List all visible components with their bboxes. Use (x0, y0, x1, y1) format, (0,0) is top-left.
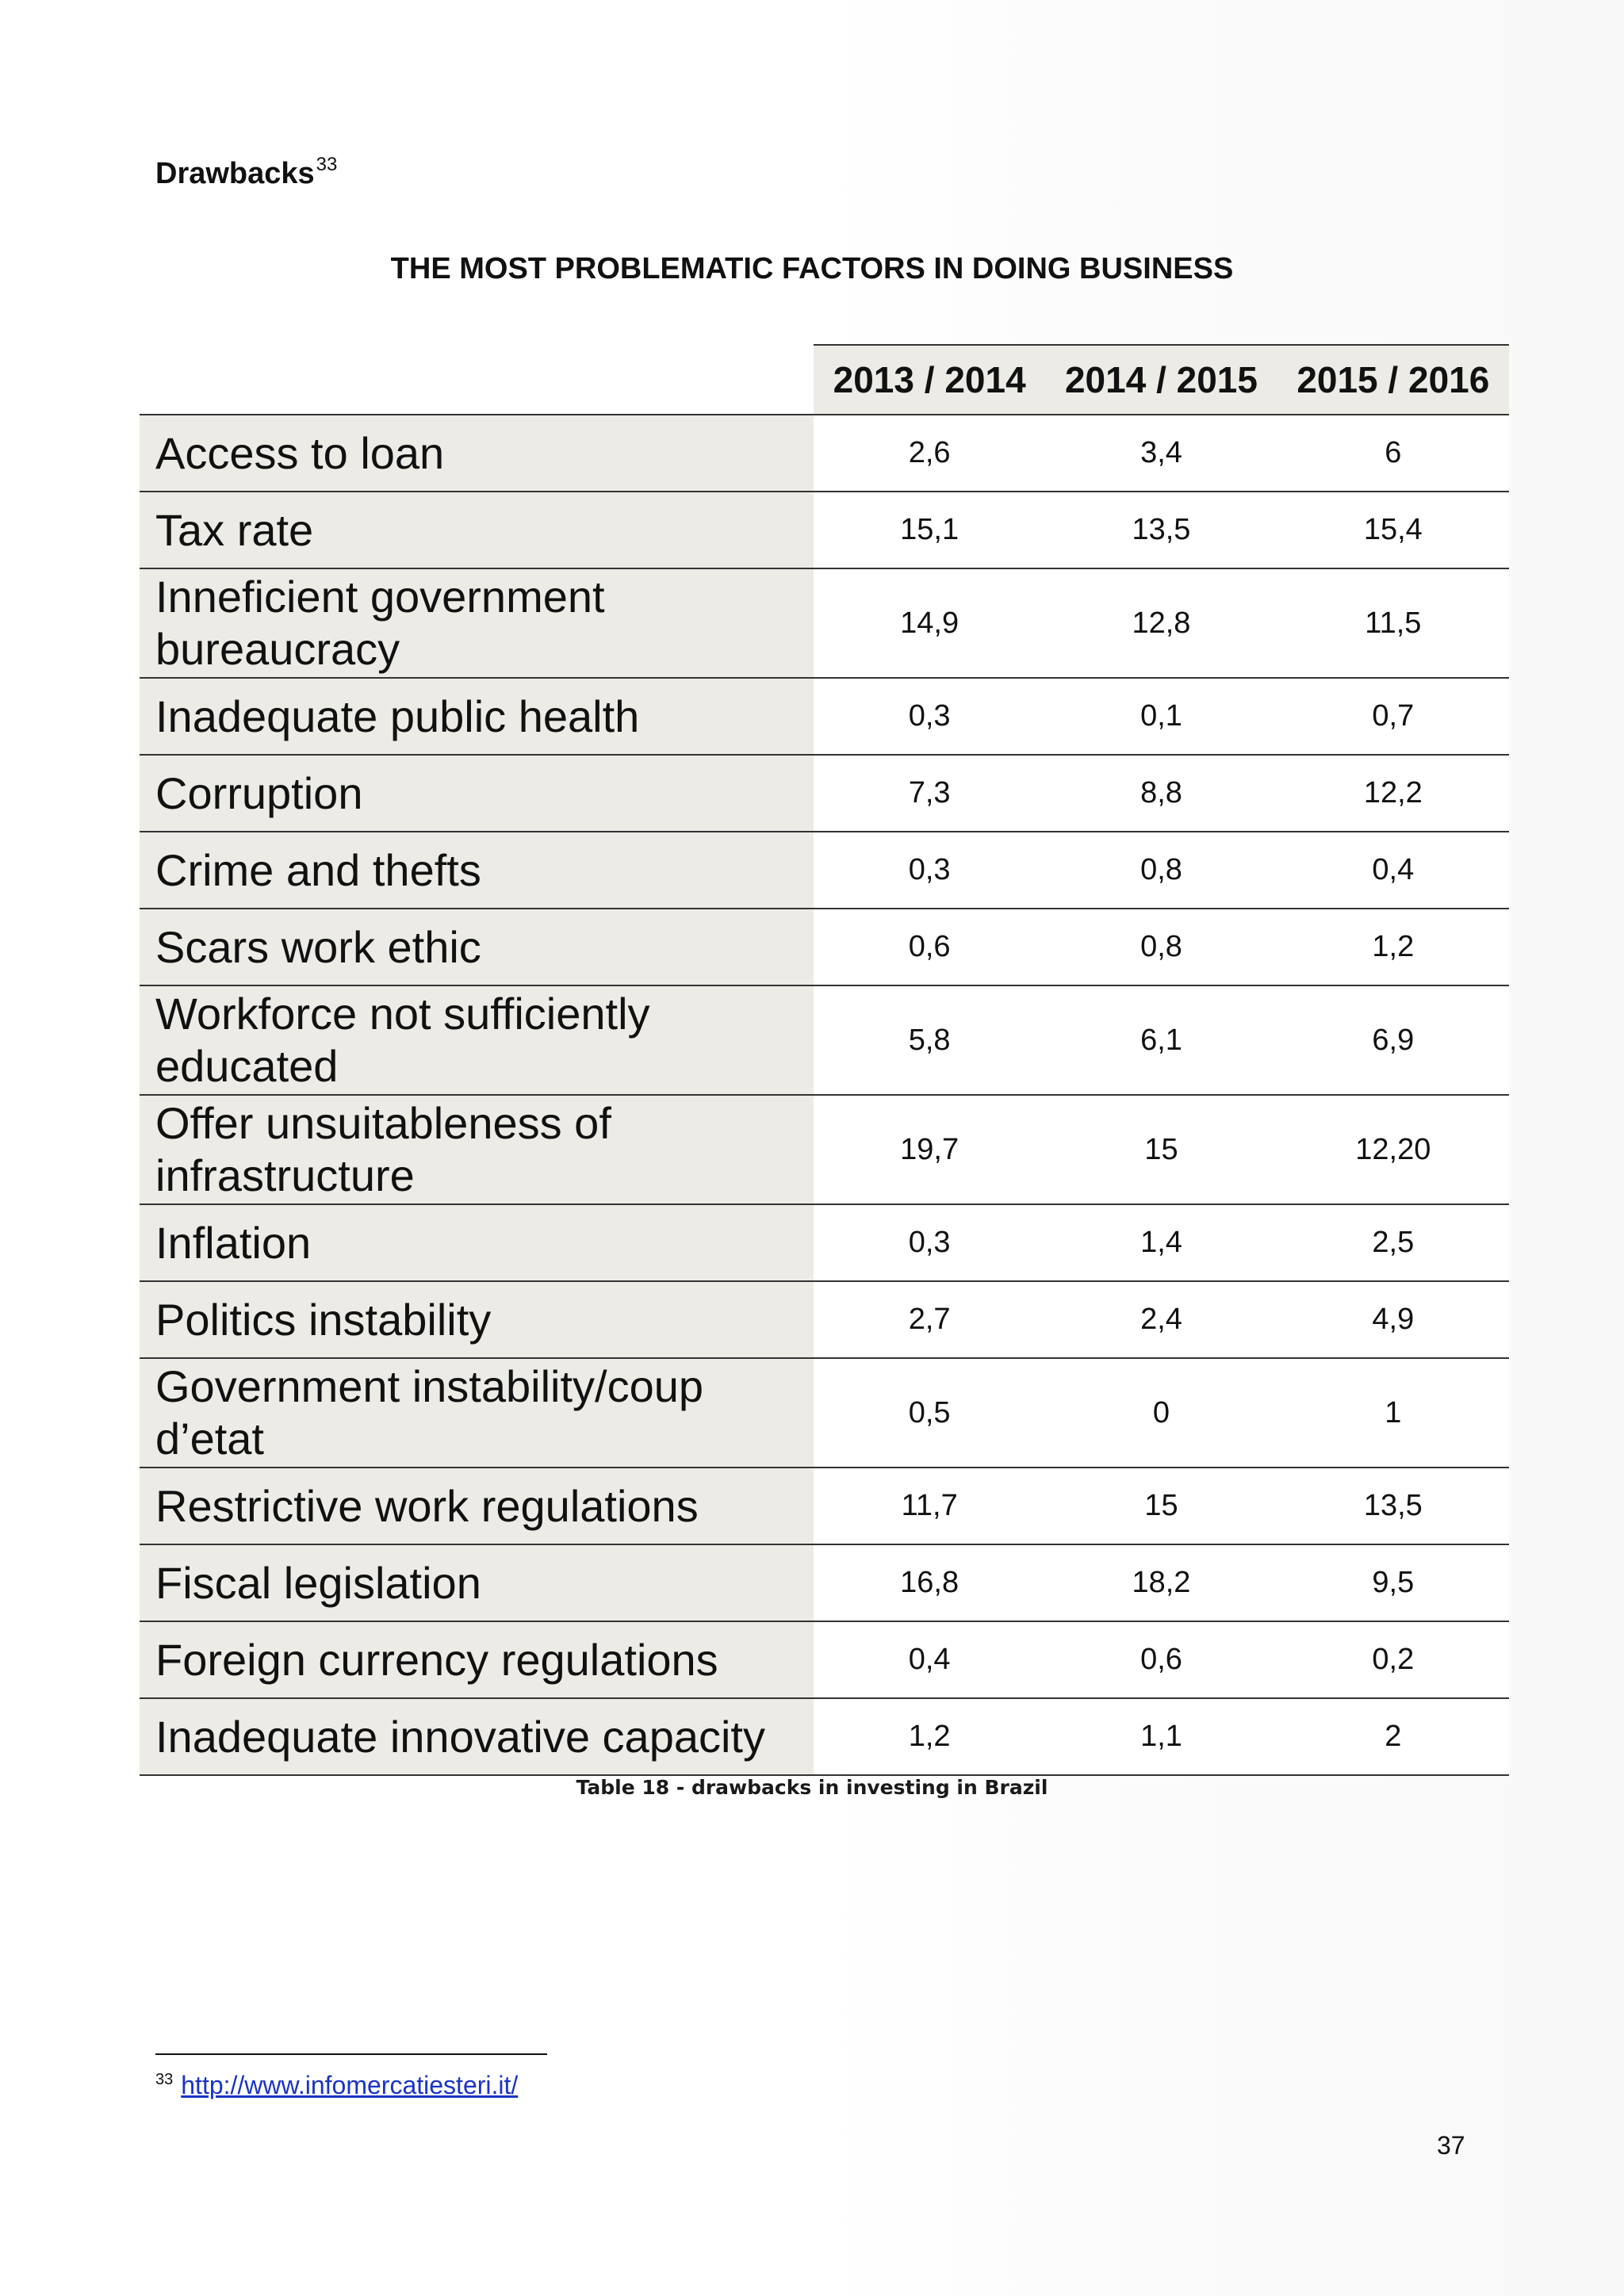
value-cell: 1,4 (1045, 1204, 1277, 1282)
row-label: Offer unsuitableness of infrastructure (140, 1095, 814, 1205)
value-cell: 12,20 (1277, 1095, 1509, 1205)
header-blank-cell (140, 345, 814, 415)
footnote: 33 http://www.infomercatiesteri.it/ (155, 2069, 518, 2101)
footnote-link[interactable]: http://www.infomercatiesteri.it/ (181, 2071, 519, 2099)
value-cell: 2,7 (813, 1281, 1046, 1359)
row-label: Corruption (140, 755, 814, 832)
value-cell: 0,4 (1277, 832, 1509, 909)
table-row: Corruption 7,3 8,8 12,2 (140, 755, 1509, 832)
value-cell: 0,3 (813, 678, 1046, 756)
table-row: Inadequate innovative capacity 1,2 1,1 2 (140, 1698, 1509, 1776)
value-cell: 2,5 (1277, 1204, 1509, 1282)
value-cell: 1 (1277, 1358, 1509, 1468)
value-cell: 13,5 (1045, 492, 1277, 569)
value-cell: 13,5 (1277, 1468, 1509, 1545)
value-cell: 15 (1045, 1095, 1277, 1205)
row-label: Inneficient government bureaucracy (140, 568, 814, 679)
column-header: 2015 / 2016 (1277, 344, 1509, 415)
value-cell: 12,8 (1045, 568, 1277, 679)
table-row: Politics instability 2,7 2,4 4,9 (140, 1281, 1509, 1359)
table-row: Offer unsuitableness of infrastructure 1… (140, 1095, 1509, 1205)
footnote-reference[interactable]: 33 (316, 154, 338, 175)
section-heading-text: Drawbacks (155, 157, 315, 190)
row-label: Workforce not sufficiently educated (140, 985, 814, 1096)
value-cell: 0,6 (813, 909, 1046, 986)
value-cell: 14,9 (813, 568, 1046, 679)
header-row: 2013 / 2014 2014 / 2015 2015 / 2016 (140, 344, 1509, 415)
row-label: Politics instability (140, 1281, 814, 1359)
row-label: Inadequate public health (140, 678, 814, 756)
table-row: Inflation 0,3 1,4 2,5 (140, 1204, 1509, 1282)
table-row: Foreign currency regulations 0,4 0,6 0,2 (140, 1621, 1509, 1699)
value-cell: 16,8 (813, 1544, 1046, 1622)
row-label: Scars work ethic (140, 909, 814, 986)
value-cell: 4,9 (1277, 1281, 1509, 1359)
row-label: Access to loan (140, 415, 814, 492)
value-cell: 0,7 (1277, 678, 1509, 756)
section-heading: Drawbacks33 (155, 155, 337, 192)
value-cell: 0,2 (1277, 1621, 1509, 1699)
value-cell: 1,2 (813, 1698, 1046, 1776)
value-cell: 1,1 (1045, 1698, 1277, 1776)
page-number: 37 (1437, 2131, 1465, 2160)
table-row: Workforce not sufficiently educated 5,8 … (140, 985, 1509, 1096)
row-label: Tax rate (140, 492, 814, 569)
table-row: Inadequate public health 0,3 0,1 0,7 (140, 678, 1509, 756)
value-cell: 0,3 (813, 832, 1046, 909)
footnote-separator (155, 2053, 547, 2055)
table-header: 2013 / 2014 2014 / 2015 2015 / 2016 (140, 344, 1509, 415)
table-title: THE MOST PROBLEMATIC FACTORS IN DOING BU… (390, 252, 1234, 285)
value-cell: 5,8 (813, 985, 1046, 1096)
value-cell: 15 (1045, 1468, 1277, 1545)
row-label: Inadequate innovative capacity (140, 1698, 814, 1776)
value-cell: 0,6 (1045, 1621, 1277, 1699)
value-cell: 6,1 (1045, 985, 1277, 1096)
value-cell: 12,2 (1277, 755, 1509, 832)
value-cell: 0 (1045, 1358, 1277, 1468)
table-caption: Table 18 - drawbacks in investing in Bra… (576, 1776, 1048, 1799)
value-cell: 6 (1277, 415, 1509, 492)
value-cell: 2 (1277, 1698, 1509, 1776)
table-row: Scars work ethic 0,6 0,8 1,2 (140, 909, 1509, 986)
row-label: Fiscal legislation (140, 1544, 814, 1622)
value-cell: 0,8 (1045, 832, 1277, 909)
footnote-number: 33 (155, 2071, 174, 2088)
column-header: 2013 / 2014 (813, 344, 1046, 415)
value-cell: 9,5 (1277, 1544, 1509, 1622)
value-cell: 0,5 (813, 1358, 1046, 1468)
table-row: Tax rate 15,1 13,5 15,4 (140, 492, 1509, 569)
value-cell: 3,4 (1045, 415, 1277, 492)
value-cell: 0,8 (1045, 909, 1277, 986)
value-cell: 18,2 (1045, 1544, 1277, 1622)
table-row: Inneficient government bureaucracy 14,9 … (140, 568, 1509, 679)
value-cell: 2,6 (813, 415, 1046, 492)
value-cell: 6,9 (1277, 985, 1509, 1096)
value-cell: 1,2 (1277, 909, 1509, 986)
table-body: Access to loan 2,6 3,4 6 Tax rate 15,1 1… (140, 415, 1509, 1776)
value-cell: 7,3 (813, 755, 1046, 832)
value-cell: 0,4 (813, 1621, 1046, 1699)
row-label: Restrictive work regulations (140, 1468, 814, 1545)
table-row: Government instability/coup d’etat 0,5 0… (140, 1358, 1509, 1468)
value-cell: 19,7 (813, 1095, 1046, 1205)
table-row: Fiscal legislation 16,8 18,2 9,5 (140, 1544, 1509, 1622)
table-row: Restrictive work regulations 11,7 15 13,… (140, 1468, 1509, 1545)
column-header: 2014 / 2015 (1045, 344, 1277, 415)
row-label: Crime and thefts (140, 832, 814, 909)
value-cell: 8,8 (1045, 755, 1277, 832)
table-row: Crime and thefts 0,3 0,8 0,4 (140, 832, 1509, 909)
row-label: Inflation (140, 1204, 814, 1282)
value-cell: 11,5 (1277, 568, 1509, 679)
value-cell: 2,4 (1045, 1281, 1277, 1359)
row-label: Foreign currency regulations (140, 1621, 814, 1699)
value-cell: 0,1 (1045, 678, 1277, 756)
value-cell: 15,4 (1277, 492, 1509, 569)
value-cell: 0,3 (813, 1204, 1046, 1282)
value-cell: 15,1 (813, 492, 1046, 569)
row-label: Government instability/coup d’etat (140, 1358, 814, 1468)
problematic-factors-table: 2013 / 2014 2014 / 2015 2015 / 2016 Acce… (140, 344, 1509, 1776)
table-row: Access to loan 2,6 3,4 6 (140, 415, 1509, 492)
value-cell: 11,7 (813, 1468, 1046, 1545)
